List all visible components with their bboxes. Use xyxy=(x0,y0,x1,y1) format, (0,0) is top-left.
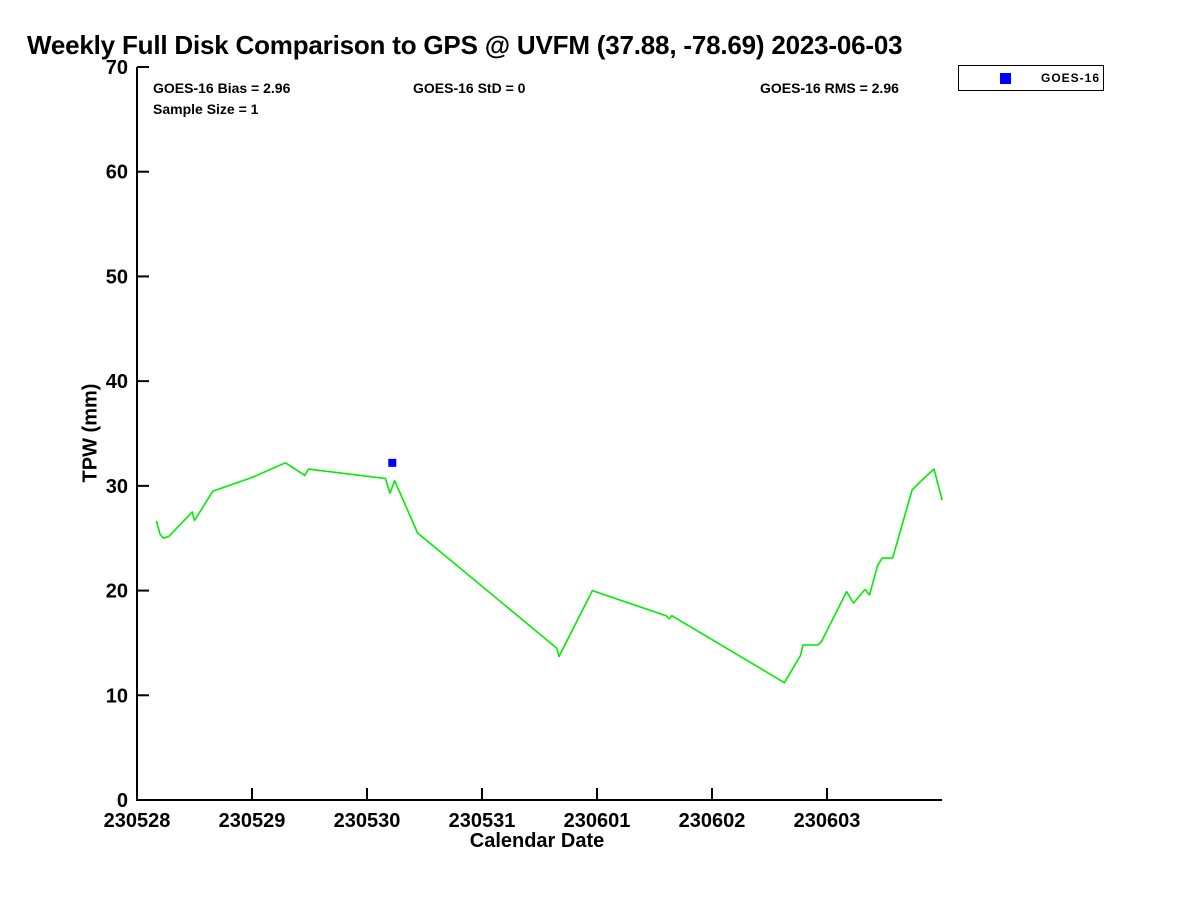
goes16-data-point xyxy=(388,458,397,467)
chart-title: Weekly Full Disk Comparison to GPS @ UVF… xyxy=(27,30,903,60)
stat-bias: GOES-16 Bias = 2.96 xyxy=(153,80,291,96)
y-tick-label: 40 xyxy=(106,371,128,393)
legend-label: GOES-16 xyxy=(1041,71,1101,85)
x-tick-label: 230531 xyxy=(449,810,516,832)
legend-square-marker-icon xyxy=(1000,72,1011,84)
x-axis-label: Calendar Date xyxy=(469,830,605,852)
x-tick-label: 230528 xyxy=(104,810,171,832)
x-tick-label: 230601 xyxy=(564,810,631,832)
x-tick-label: 230603 xyxy=(794,810,861,832)
x-tick-label: 230530 xyxy=(334,810,401,832)
stat-rms: GOES-16 RMS = 2.96 xyxy=(760,80,899,96)
y-axis-label: TPW (mm) xyxy=(79,383,102,483)
y-tick-label: 0 xyxy=(117,790,128,812)
stat-std: GOES-16 StD = 0 xyxy=(413,80,526,96)
gps-tpw-line xyxy=(155,461,943,684)
y-tick-label: 60 xyxy=(106,162,128,184)
y-tick-label: 70 xyxy=(106,57,128,79)
x-tick-label: 230529 xyxy=(219,810,286,832)
y-tick-label: 20 xyxy=(106,581,128,603)
legend: GOES-16 xyxy=(958,65,1104,91)
y-tick-label: 10 xyxy=(106,685,128,707)
stat-sample-size: Sample Size = 1 xyxy=(153,101,259,117)
y-tick-label: 30 xyxy=(106,476,128,498)
y-tick-label: 50 xyxy=(106,266,128,288)
x-tick-label: 230602 xyxy=(679,810,746,832)
